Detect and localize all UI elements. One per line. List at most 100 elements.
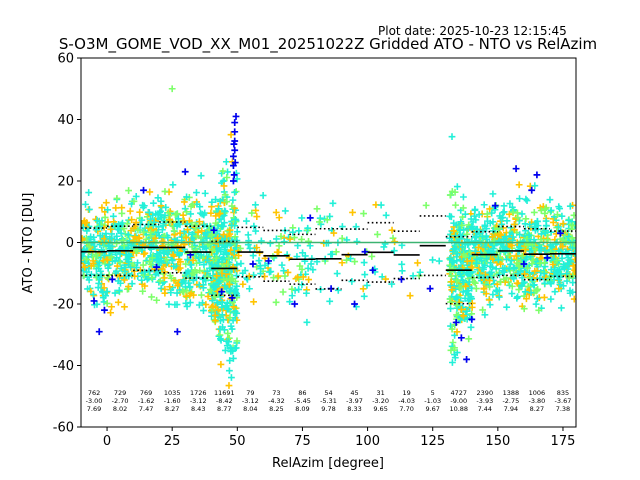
data-point bbox=[565, 274, 573, 281]
data-point bbox=[113, 232, 121, 240]
data-point bbox=[102, 199, 110, 207]
data-point bbox=[528, 276, 536, 284]
data-point bbox=[457, 297, 464, 305]
data-point bbox=[249, 252, 257, 259]
data-point bbox=[526, 221, 534, 229]
data-point bbox=[316, 218, 323, 226]
data-point bbox=[447, 254, 455, 261]
data-point bbox=[453, 183, 461, 190]
data-point bbox=[452, 201, 459, 209]
data-point bbox=[162, 204, 170, 211]
data-point bbox=[222, 158, 230, 166]
data-point bbox=[555, 276, 563, 283]
data-point bbox=[532, 300, 540, 308]
data-point bbox=[167, 289, 175, 297]
data-point bbox=[257, 265, 265, 273]
data-point bbox=[507, 260, 514, 268]
data-point bbox=[216, 335, 224, 343]
bin-std-label: 10.88 bbox=[449, 405, 468, 413]
data-point bbox=[486, 283, 494, 291]
data-point bbox=[201, 209, 209, 217]
data-point bbox=[212, 292, 219, 300]
data-point bbox=[186, 299, 194, 306]
data-point bbox=[161, 274, 168, 282]
data-point bbox=[468, 224, 476, 232]
data-point bbox=[159, 222, 167, 230]
data-point bbox=[203, 256, 211, 264]
data-point bbox=[125, 252, 133, 259]
data-point bbox=[183, 303, 191, 310]
data-point bbox=[261, 262, 269, 269]
data-point bbox=[173, 328, 181, 336]
data-point bbox=[561, 263, 569, 271]
data-point bbox=[91, 238, 98, 246]
bin-count-label: 5 bbox=[431, 389, 435, 397]
data-point bbox=[546, 278, 554, 286]
data-point bbox=[112, 204, 120, 212]
data-point bbox=[541, 246, 549, 254]
data-point bbox=[460, 193, 467, 201]
data-point bbox=[360, 292, 368, 300]
data-point bbox=[451, 275, 459, 283]
data-point bbox=[145, 209, 153, 216]
data-point bbox=[288, 285, 296, 293]
data-point bbox=[108, 276, 116, 283]
data-point bbox=[509, 208, 517, 216]
data-point bbox=[516, 231, 524, 238]
data-point bbox=[279, 288, 287, 296]
data-point bbox=[233, 309, 241, 317]
x-tick-label: 100 bbox=[355, 434, 380, 449]
data-point bbox=[170, 227, 178, 235]
data-point bbox=[81, 235, 86, 242]
data-point bbox=[186, 284, 194, 291]
data-point bbox=[179, 211, 187, 219]
data-point bbox=[498, 220, 506, 228]
y-tick-label: -40 bbox=[53, 359, 74, 374]
data-point bbox=[96, 232, 104, 240]
data-point bbox=[218, 222, 226, 230]
data-point bbox=[550, 264, 558, 272]
data-point bbox=[450, 227, 458, 235]
data-point bbox=[465, 335, 473, 343]
data-point bbox=[541, 279, 549, 287]
bin-count-label: 54 bbox=[324, 389, 332, 397]
data-point bbox=[556, 281, 564, 288]
data-point bbox=[157, 197, 165, 205]
data-point bbox=[465, 221, 473, 229]
bin-mean-label: -8.42 bbox=[216, 397, 233, 405]
bin-count-label: 45 bbox=[350, 389, 358, 397]
data-point bbox=[107, 248, 115, 256]
data-point bbox=[103, 288, 111, 295]
data-point bbox=[212, 219, 220, 227]
data-point bbox=[95, 328, 103, 336]
data-point bbox=[468, 299, 476, 307]
data-point bbox=[200, 307, 207, 314]
data-point bbox=[246, 285, 253, 293]
data-point bbox=[211, 317, 219, 324]
data-point bbox=[481, 222, 489, 230]
data-point bbox=[510, 275, 518, 283]
data-point bbox=[255, 257, 263, 265]
bin-mean-label: -1.03 bbox=[424, 397, 441, 405]
data-point bbox=[239, 269, 247, 277]
data-point bbox=[543, 254, 551, 262]
data-point bbox=[334, 286, 342, 294]
data-point bbox=[113, 254, 121, 262]
data-point bbox=[277, 232, 285, 240]
data-point bbox=[134, 259, 141, 267]
data-point bbox=[554, 211, 561, 219]
data-point bbox=[555, 203, 563, 211]
data-point bbox=[128, 280, 136, 288]
axes: 0 25 50 75 100 125 150 175 -60 -40 -20 0 20 40 60 bbox=[53, 52, 576, 450]
data-point bbox=[281, 272, 289, 280]
data-point bbox=[227, 276, 235, 284]
data-point bbox=[179, 278, 186, 286]
data-point bbox=[429, 256, 436, 264]
data-point bbox=[228, 374, 235, 381]
data-point bbox=[224, 260, 232, 268]
data-point bbox=[217, 215, 225, 223]
bin-std-label: 8.27 bbox=[530, 405, 544, 413]
data-point bbox=[121, 276, 128, 284]
data-point bbox=[504, 252, 512, 260]
data-point bbox=[326, 297, 334, 305]
